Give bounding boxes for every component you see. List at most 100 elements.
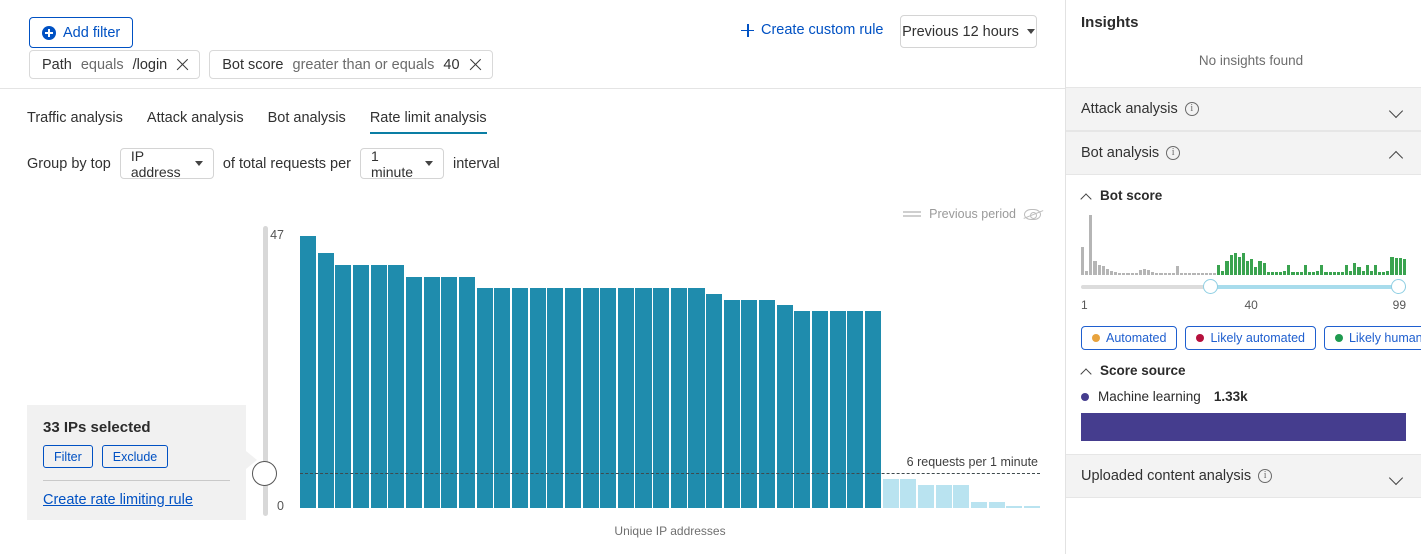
badge-likely-human[interactable]: Likely human — [1323, 326, 1421, 350]
chart-bar[interactable] — [335, 264, 352, 508]
chart-bar[interactable] — [1023, 506, 1040, 508]
chart-bar[interactable] — [882, 479, 899, 508]
chart-bar[interactable] — [900, 479, 917, 508]
chart-bar[interactable] — [370, 264, 387, 508]
tab-rate-limit-analysis[interactable]: Rate limit analysis — [369, 110, 487, 134]
histogram-bar — [1147, 270, 1151, 275]
status-dot — [1334, 334, 1343, 342]
bot-score-heading[interactable]: Bot score — [1081, 188, 1406, 203]
chart-bar[interactable] — [423, 276, 440, 508]
filter-button[interactable]: Filter — [43, 445, 93, 468]
analysis-tabs: Traffic analysis Attack analysis Bot ana… — [27, 110, 487, 134]
tab-bot-analysis[interactable]: Bot analysis — [268, 110, 346, 134]
create-custom-rule-link[interactable]: Create custom rule — [741, 22, 884, 38]
section-bot-analysis[interactable]: Bot analysis i — [1066, 131, 1421, 175]
threshold-slider[interactable] — [252, 226, 277, 516]
chart-bar[interactable] — [759, 299, 776, 508]
chart-bar[interactable] — [935, 484, 952, 508]
histogram-bar — [1208, 273, 1212, 275]
chart-bar[interactable] — [847, 311, 864, 508]
chart-bar[interactable] — [300, 236, 317, 508]
info-icon[interactable]: i — [1184, 102, 1199, 116]
chart-bar[interactable] — [917, 484, 935, 508]
chart-bar[interactable] — [812, 311, 829, 508]
status-dot — [1196, 334, 1205, 342]
filter-pill-bot-score[interactable]: Bot score greater than or equals 40 — [209, 50, 493, 79]
chart-bar[interactable] — [741, 299, 758, 508]
chart-bar[interactable] — [600, 288, 617, 508]
badge-likely-automated[interactable]: Likely automated — [1185, 326, 1316, 350]
chart-bar[interactable] — [582, 288, 599, 508]
chart-bar[interactable] — [405, 276, 422, 508]
chevron-down-icon — [1026, 29, 1035, 34]
dashed-line-icon — [903, 210, 922, 219]
bot-analysis-body: Bot score 1 40 99 Automated — [1066, 188, 1421, 441]
chart-bar[interactable] — [829, 311, 846, 508]
section-label: Attack analysis — [1081, 101, 1178, 117]
histogram-bar — [1283, 271, 1287, 275]
filter-pill-field: Path — [42, 56, 72, 73]
score-source-label: Score source — [1100, 363, 1186, 378]
exclude-button[interactable]: Exclude — [101, 445, 169, 468]
tab-attack-analysis[interactable]: Attack analysis — [147, 110, 244, 134]
chart-bar[interactable] — [352, 264, 370, 508]
histogram-bar — [1361, 271, 1365, 275]
chart-bar[interactable] — [706, 293, 723, 508]
tab-traffic-analysis[interactable]: Traffic analysis — [27, 110, 123, 134]
chart-bar[interactable] — [529, 288, 546, 508]
chart-bar[interactable] — [441, 276, 458, 508]
insights-panel: Insights No insights found Attack analys… — [1065, 0, 1421, 554]
chart-bar[interactable] — [953, 484, 970, 508]
info-icon[interactable]: i — [1258, 469, 1273, 483]
chart-bar[interactable] — [547, 288, 564, 508]
chart-bar[interactable] — [635, 288, 652, 508]
range-handle-max[interactable] — [1391, 279, 1406, 294]
chart-bar[interactable] — [388, 264, 405, 508]
close-icon[interactable] — [469, 58, 482, 71]
chart-bar[interactable] — [865, 311, 882, 508]
chart-bar[interactable] — [317, 253, 334, 508]
plus-icon — [741, 23, 754, 37]
time-range-select[interactable]: Previous 12 hours — [900, 15, 1037, 48]
chart-bar[interactable] — [1006, 505, 1023, 508]
chart-bar[interactable] — [988, 502, 1005, 508]
histogram-bar — [1250, 259, 1254, 275]
chart-bar[interactable] — [511, 288, 528, 508]
chart-bar[interactable] — [688, 288, 705, 508]
close-icon[interactable] — [176, 58, 189, 71]
range-handle-min[interactable] — [1202, 279, 1218, 294]
filter-pill-path[interactable]: Path equals /login — [29, 50, 201, 79]
tab-label: Bot analysis — [267, 110, 346, 126]
chart-bar[interactable] — [970, 502, 987, 508]
chart-bar[interactable] — [794, 311, 811, 508]
group-by-dimension-select[interactable]: IP address — [119, 147, 214, 180]
bot-score-range-slider[interactable] — [1081, 278, 1406, 296]
chart-bar[interactable] — [476, 288, 493, 508]
eye-hidden-icon[interactable] — [1024, 208, 1041, 220]
chart-bar[interactable] — [653, 288, 670, 508]
histogram-bar — [1307, 272, 1311, 275]
chart-bar[interactable] — [494, 288, 511, 508]
tab-label: Traffic analysis — [27, 110, 123, 126]
add-filter-button[interactable]: Add filter — [29, 17, 134, 48]
histogram-bar — [1134, 273, 1138, 275]
interval-select[interactable]: 1 minute — [360, 148, 444, 180]
create-rate-limiting-rule-link[interactable]: Create rate limiting rule — [43, 492, 193, 508]
chart-bar[interactable] — [564, 288, 581, 508]
info-icon[interactable]: i — [1166, 146, 1181, 160]
chart-bar[interactable] — [670, 288, 687, 508]
badge-automated[interactable]: Automated — [1081, 326, 1178, 350]
y-axis-min-label: 0 — [277, 499, 284, 513]
chart-bar[interactable] — [458, 276, 475, 508]
range-min-label: 1 — [1081, 298, 1088, 312]
chart-bar[interactable] — [617, 288, 634, 508]
chart-bar[interactable] — [723, 299, 740, 508]
section-uploaded-content-analysis[interactable]: Uploaded content analysis i — [1066, 454, 1421, 498]
previous-period-legend[interactable]: Previous period — [903, 207, 1041, 221]
group-by-dimension-value: IP address — [130, 147, 181, 180]
histogram-bar — [1378, 272, 1382, 275]
chart-bar[interactable] — [776, 305, 793, 508]
section-attack-analysis[interactable]: Attack analysis i — [1066, 87, 1421, 131]
insights-header: Insights No insights found — [1066, 0, 1421, 68]
score-source-heading[interactable]: Score source — [1081, 363, 1406, 378]
